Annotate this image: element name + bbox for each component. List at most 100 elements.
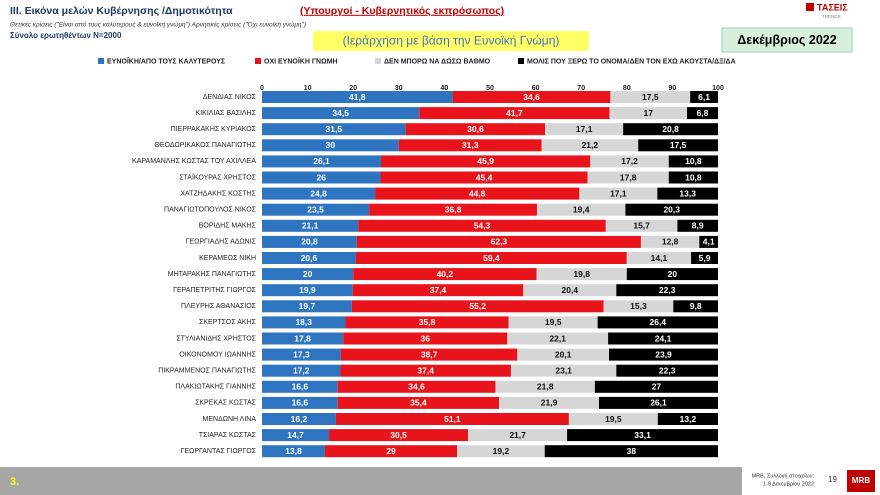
bar-segment	[262, 429, 330, 442]
value-label: 26,1	[650, 398, 667, 408]
logo-mark	[806, 3, 814, 11]
bar-segment	[568, 413, 658, 425]
bar-segment	[329, 429, 469, 442]
value-label: 40,2	[437, 269, 454, 279]
bar-segment	[262, 139, 399, 152]
value-label: 5,9	[699, 253, 711, 263]
bar-segment	[610, 91, 691, 103]
value-label: 31,5	[326, 124, 343, 134]
value-label: 17,2	[293, 365, 310, 375]
bar-segment	[262, 413, 336, 425]
bar-segment	[587, 171, 669, 184]
bar-segment	[262, 284, 353, 297]
bar-segment	[345, 316, 509, 329]
category-label: ΟΙΚΟΝΟΜΟΥ ΙΩΑΝΝΗΣ	[179, 351, 256, 358]
bar-segment	[638, 139, 718, 152]
category-label: ΠΙΚΡΑΜΜΕΝΟΣ ΠΑΝΑΓΙΩΤΗΣ	[158, 368, 256, 375]
value-label: 20,1	[555, 349, 572, 359]
value-label: 33,1	[634, 430, 651, 440]
category-label: ΓΕΩΡΓΙΑΔΗΣ ΑΔΩΝΙΣ	[186, 239, 257, 246]
value-label: 26,1	[313, 156, 330, 166]
value-label: 23,5	[307, 204, 324, 214]
bar-segment	[616, 364, 718, 377]
value-label: 22,3	[659, 285, 676, 295]
category-label: ΓΕΩΡΓΑΝΤΑΣ ΓΙΩΡΓΟΣ	[181, 448, 257, 455]
value-label: 8,9	[692, 221, 704, 231]
bar-segment	[262, 348, 341, 361]
value-label: 17,1	[576, 124, 593, 134]
bar-segment	[608, 332, 718, 345]
value-label: 34,5	[332, 108, 349, 118]
bar-segment	[541, 139, 639, 152]
value-label: 17,5	[670, 140, 687, 150]
value-label: 54,3	[474, 221, 491, 231]
bar-segment	[262, 316, 346, 329]
category-label: ΓΕΡΑΠΕΤΡΙΤΗΣ ΓΙΩΡΓΟΣ	[173, 287, 257, 294]
bar-segment	[262, 252, 356, 264]
bar-segment	[419, 107, 610, 120]
value-label: 44,8	[469, 188, 486, 198]
category-label: ΤΣΙΑΡΑΣ ΚΩΣΤΑΣ	[199, 432, 257, 439]
value-label: 37,4	[430, 285, 447, 295]
bar-segment	[262, 123, 406, 136]
bar-segment	[262, 219, 359, 232]
value-label: 10,8	[685, 156, 702, 166]
value-label: 12,8	[662, 237, 679, 247]
legend-swatch	[255, 58, 261, 64]
value-label: 13,3	[679, 188, 696, 198]
logo-name: ΤΑΣΕΙΣ	[817, 2, 848, 12]
value-label: 55,2	[469, 301, 486, 311]
value-label: 17,5	[642, 92, 659, 102]
x-tick-label: 50	[486, 85, 494, 92]
subtitle: Θετικές κρίσεις ("Είναι από τους καλύτερ…	[10, 21, 306, 29]
brand-box	[847, 470, 875, 492]
value-label: 36	[421, 333, 431, 343]
value-label: 21,7	[509, 430, 526, 440]
bar-segment	[626, 268, 718, 281]
footer-bar	[0, 467, 880, 495]
value-label: 21,1	[302, 221, 319, 231]
value-label: 23,9	[655, 349, 672, 359]
value-label: 14,7	[287, 430, 304, 440]
bar-segment	[262, 396, 338, 409]
value-label: 34,6	[408, 382, 425, 392]
value-label: 35,8	[419, 317, 436, 327]
bar-segment	[262, 380, 338, 393]
bar-segment	[262, 171, 381, 184]
value-label: 19,8	[573, 269, 590, 279]
bar-segment	[544, 445, 718, 458]
value-label: 13,2	[680, 414, 697, 424]
value-label: 21,8	[537, 382, 554, 392]
value-label: 17,8	[620, 172, 637, 182]
value-label: 45,9	[477, 156, 494, 166]
category-label: ΘΕΟΔΩΡΙΚΑΚΟΣ ΠΑΝΑΓΙΩΤΗΣ	[154, 142, 256, 149]
brand: MRB	[852, 476, 870, 485]
value-label: 27	[652, 382, 662, 392]
value-label: 14,1	[651, 253, 668, 263]
period-box	[721, 27, 853, 53]
title: III. Εικόνα μελών Κυβέρνησης /Δημοτικότη…	[10, 5, 233, 17]
bar-segment	[616, 284, 718, 297]
bar-segment	[262, 300, 352, 313]
value-label: 18,3	[295, 317, 312, 327]
category-label: ΠΙΕΡΡΑΚΑΚΗΣ ΚΥΡΙΑΚΟΣ	[171, 126, 257, 133]
category-label: ΚΙΚΙΛΙΑΣ ΒΑΣΙΛΗΣ	[196, 110, 257, 117]
bar-segment	[262, 445, 325, 458]
bar-segment	[625, 203, 718, 216]
x-tick-label: 70	[577, 85, 585, 92]
value-label: 9,8	[690, 301, 702, 311]
value-label: 6,8	[697, 108, 709, 118]
category-label: ΚΑΡΑΜΑΝΛΗΣ ΚΩΣΤΑΣ ΤΟΥ ΑΧΙΛΛΕΑ	[132, 158, 256, 165]
bar-segment	[590, 155, 669, 168]
bar-segment	[405, 123, 546, 136]
value-label: 36,8	[445, 204, 462, 214]
sort-note-box	[313, 31, 589, 51]
value-label: 41,8	[349, 92, 366, 102]
value-label: 35,4	[410, 398, 427, 408]
value-label: 26	[317, 172, 327, 182]
value-label: 20	[668, 269, 678, 279]
value-label: 19,9	[299, 285, 316, 295]
bar-segment	[262, 91, 453, 103]
legend-swatch	[518, 58, 524, 64]
